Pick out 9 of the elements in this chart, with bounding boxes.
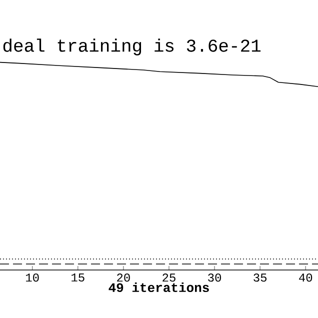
x-tick-label: 20 (117, 274, 130, 282)
chart-title: deal training is 3.6e-21 (3, 38, 261, 56)
x-axis-title: 49 iterations (108, 282, 209, 292)
x-tick-label: 30 (208, 274, 221, 282)
x-tick-label: 35 (254, 274, 267, 282)
x-tick-label: 25 (162, 274, 176, 282)
x-tick-label: 40 (299, 274, 312, 282)
x-tick-label: 15 (72, 274, 84, 282)
x-tick-label: 10 (26, 274, 39, 282)
